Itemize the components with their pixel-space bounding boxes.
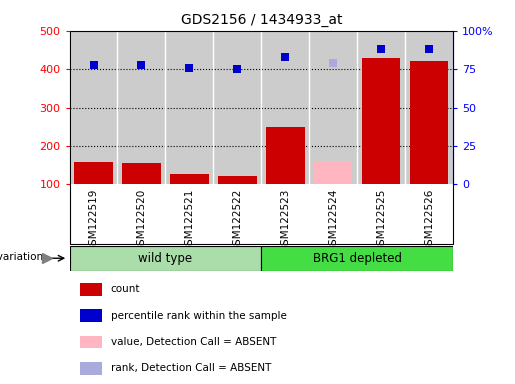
Bar xyxy=(218,176,256,184)
Bar xyxy=(74,162,113,184)
Point xyxy=(377,46,385,52)
Bar xyxy=(70,246,261,271)
Bar xyxy=(170,174,209,184)
Point xyxy=(138,61,146,68)
Text: GSM122521: GSM122521 xyxy=(184,189,195,252)
Bar xyxy=(122,163,161,184)
Point xyxy=(329,60,337,66)
Point xyxy=(281,54,289,60)
Text: genotype/variation: genotype/variation xyxy=(0,252,43,262)
Text: count: count xyxy=(111,284,140,294)
Text: value, Detection Call = ABSENT: value, Detection Call = ABSENT xyxy=(111,337,276,347)
Text: GSM122520: GSM122520 xyxy=(136,189,146,252)
Text: GSM122522: GSM122522 xyxy=(232,189,243,252)
Bar xyxy=(410,61,449,184)
Text: GSM122525: GSM122525 xyxy=(376,189,386,252)
Text: GSM122524: GSM122524 xyxy=(328,189,338,252)
Bar xyxy=(314,162,352,184)
Point xyxy=(233,66,242,72)
Bar xyxy=(362,58,401,184)
Bar xyxy=(266,127,304,184)
Bar xyxy=(80,283,102,296)
Bar xyxy=(80,309,102,322)
Title: GDS2156 / 1434933_at: GDS2156 / 1434933_at xyxy=(181,13,342,27)
Text: GSM122519: GSM122519 xyxy=(89,189,98,252)
Bar xyxy=(261,246,453,271)
Point xyxy=(90,61,98,68)
Text: BRG1 depleted: BRG1 depleted xyxy=(313,252,402,265)
Text: rank, Detection Call = ABSENT: rank, Detection Call = ABSENT xyxy=(111,364,271,374)
Bar xyxy=(80,336,102,349)
Text: wild type: wild type xyxy=(139,252,193,265)
Text: GSM122523: GSM122523 xyxy=(280,189,290,252)
Point xyxy=(425,46,433,52)
Bar xyxy=(80,362,102,375)
Text: GSM122526: GSM122526 xyxy=(424,189,434,252)
Point xyxy=(185,65,194,71)
Text: percentile rank within the sample: percentile rank within the sample xyxy=(111,311,287,321)
